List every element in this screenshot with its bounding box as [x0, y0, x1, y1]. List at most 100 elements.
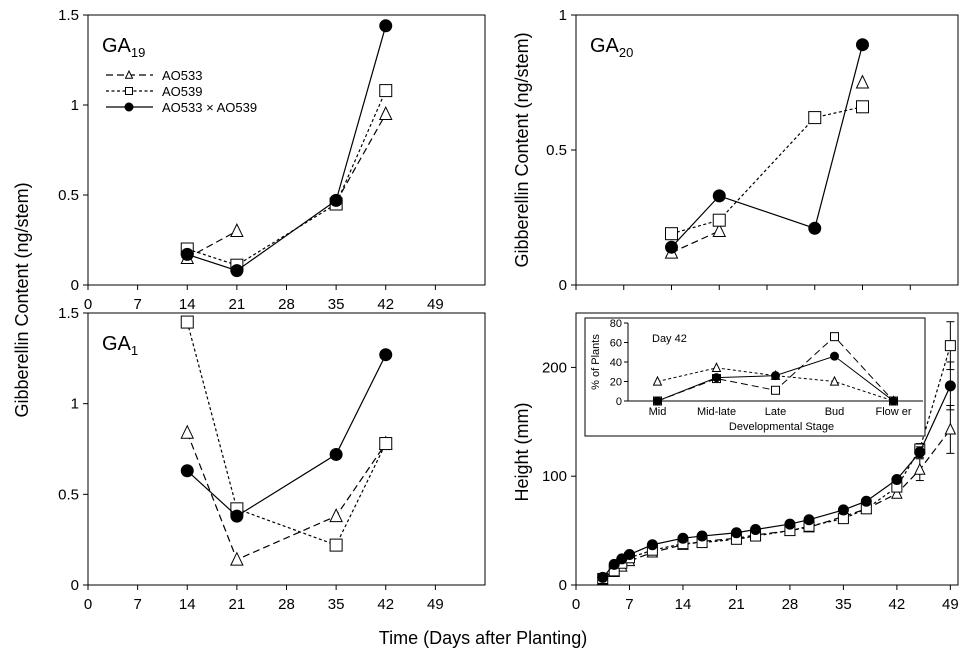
legend-label: AO533 × AO539: [162, 100, 257, 115]
data-point-circle: [329, 447, 343, 461]
series-ga19-circle: [180, 19, 393, 278]
y-tick-label-ga19: 0: [71, 277, 79, 294]
x-tick-label-ga1: 35: [328, 596, 345, 613]
data-point-circle: [750, 524, 762, 536]
x-tick-label-ga1: 7: [133, 596, 141, 613]
y-axis-label-right-bottom: Height (mm): [512, 402, 532, 501]
data-point-circle: [914, 446, 926, 458]
x-tick-label-height: 21: [728, 596, 745, 613]
data-point-triangle: [329, 508, 343, 523]
inset-y-tick-label: 20: [610, 377, 622, 389]
x-tick-label-ga1: 49: [427, 596, 444, 613]
data-point-triangle: [180, 424, 195, 439]
data-point-circle: [379, 19, 393, 33]
series-line: [671, 106, 863, 235]
x-tick-label-ga19: 0: [84, 296, 92, 313]
inset-data-point-circle: [653, 396, 662, 406]
data-point-circle: [623, 549, 635, 561]
x-tick-label-ga19: 42: [377, 296, 394, 313]
inset-series-circle: [653, 351, 898, 406]
y-tick-label-ga20: 1: [559, 7, 567, 24]
x-tick-label-height: 28: [782, 596, 799, 613]
x-tick-label-ga1: 0: [84, 596, 92, 613]
data-point-square: [944, 340, 956, 352]
series-line: [671, 230, 720, 254]
y-tick-label-ga19: 1.5: [58, 7, 79, 24]
data-point-circle: [837, 504, 849, 516]
data-point-circle: [730, 527, 742, 539]
inset-y-tick-label: 60: [610, 338, 622, 350]
data-point-square: [856, 100, 869, 114]
x-tick-label-ga19: 28: [278, 296, 295, 313]
panel-ga20: 0 0.5 1 GA20: [546, 7, 959, 294]
data-point-circle: [180, 247, 194, 261]
data-point-triangle: [230, 551, 244, 566]
panel-ga1: 0 0.5 1 1.5 0 7 14 21 28 35 42 49 GA1: [58, 305, 486, 613]
series-ga1-square: [180, 315, 393, 552]
series-line: [186, 432, 387, 561]
x-axis-label: Time (Days after Planting): [379, 628, 587, 648]
y-tick-label-ga1: 0.5: [58, 486, 79, 503]
y-axis-label-left: Gibberellin Content (ng/stem): [12, 182, 32, 417]
panel-title-ga20: GA20: [590, 35, 633, 60]
x-tick-label-ga19: 35: [328, 296, 345, 313]
inset-data-point-triangle: [711, 362, 722, 373]
data-point-square: [379, 84, 393, 98]
data-point-square: [712, 213, 726, 227]
inset-category-label: Mid-late: [697, 406, 736, 418]
data-point-square: [180, 315, 194, 329]
legend-marker-square: [125, 87, 133, 95]
series-line: [335, 113, 387, 203]
plot-frame-height: [575, 312, 959, 586]
data-point-triangle: [712, 222, 727, 238]
data-point-circle: [646, 539, 658, 551]
x-tick-label-height: 42: [889, 596, 906, 613]
legend-item: AO539: [106, 84, 202, 99]
series-ga1-circle: [180, 348, 393, 523]
series-ga20-triangle: [664, 74, 870, 259]
inset-data-point-triangle: [829, 375, 840, 386]
series-ga20-circle: [665, 38, 869, 254]
x-tick-label-height: 14: [675, 596, 692, 613]
y-tick-label-height: 200: [542, 359, 567, 376]
x-tick-label-ga1: 14: [179, 596, 196, 613]
x-tick-label-ga1: 21: [229, 596, 246, 613]
data-point-triangle: [855, 74, 870, 89]
inset-data-point-square: [830, 332, 839, 342]
data-point-circle: [784, 518, 796, 530]
data-point-triangle: [914, 462, 926, 475]
plot-frame-ga19: [87, 14, 486, 286]
inset-y-tick-label: 0: [616, 396, 622, 408]
data-point-circle: [230, 264, 244, 278]
y-tick-label-height: 0: [559, 577, 567, 594]
data-point-triangle: [891, 486, 903, 499]
legend-item: AO533: [106, 68, 202, 83]
series-line: [186, 230, 238, 259]
series-line: [187, 90, 387, 266]
inset-data-point-circle: [771, 371, 780, 381]
inset-data-point-circle: [830, 351, 839, 361]
inset-data-point-circle: [889, 396, 898, 406]
x-tick-label-height: 35: [835, 596, 852, 613]
legend-label: AO533: [162, 68, 202, 83]
x-tick-label-ga1: 28: [278, 596, 295, 613]
x-tick-label-height: 0: [572, 596, 580, 613]
data-point-circle: [860, 495, 872, 507]
inset-data-point-circle: [712, 373, 721, 383]
series-ga19-triangle: [180, 105, 393, 265]
series-line: [671, 44, 864, 248]
inset-category-label: Bud: [825, 406, 845, 418]
panel-title-ga1: GA1: [102, 333, 138, 358]
inset-y-label: % of Plants: [590, 334, 602, 390]
data-point-circle: [230, 509, 244, 523]
series-line: [186, 321, 387, 546]
inset-series-line: [657, 367, 894, 402]
data-point-triangle: [230, 222, 244, 238]
inset-x-label: Developmental Stage: [729, 421, 834, 433]
data-point-circle: [597, 571, 609, 583]
inset-frame: [584, 317, 926, 437]
data-point-circle: [944, 380, 956, 392]
inset-y-tick-label: 40: [610, 357, 622, 369]
